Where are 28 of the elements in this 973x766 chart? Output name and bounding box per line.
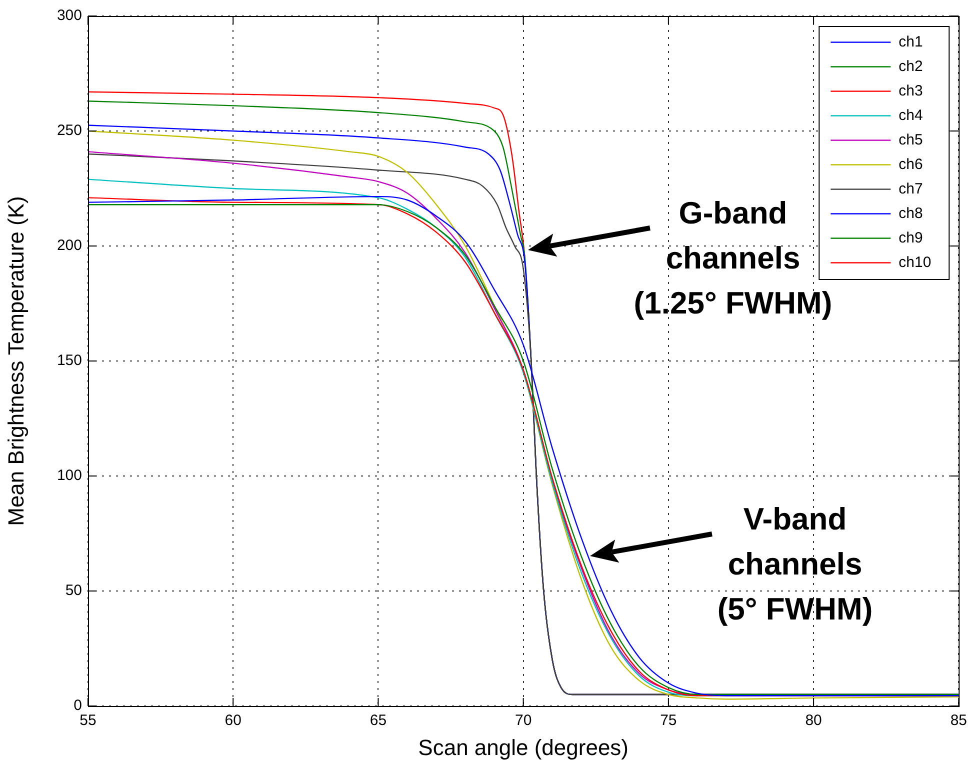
y-tick-label: 150 bbox=[56, 352, 82, 370]
x-tick-label: 85 bbox=[950, 712, 967, 730]
x-tick-label: 75 bbox=[660, 712, 677, 730]
annotation: G-band channels (1.25° FWHM) bbox=[634, 196, 832, 321]
legend-label: ch10 bbox=[898, 254, 932, 271]
x-tick-label: 70 bbox=[514, 712, 532, 730]
x-tick-label: 65 bbox=[370, 712, 387, 730]
y-axis-title: Mean Brightness Temperature (K) bbox=[3, 196, 28, 526]
x-axis-title: Scan angle (degrees) bbox=[418, 734, 629, 760]
y-tick-label: 100 bbox=[56, 467, 82, 484]
annotation: V-band channels (5° FWHM) bbox=[717, 502, 873, 627]
x-tick-label: 80 bbox=[805, 712, 822, 730]
x-tick-label: 60 bbox=[224, 712, 242, 730]
y-tick-label: 50 bbox=[65, 582, 82, 600]
y-tick-label: 300 bbox=[56, 7, 82, 24]
legend-label: ch5 bbox=[898, 131, 923, 148]
x-tick-label: 55 bbox=[80, 712, 96, 730]
legend-label: ch9 bbox=[898, 229, 923, 246]
y-tick-label: 0 bbox=[74, 697, 82, 714]
y-tick-label: 200 bbox=[56, 237, 82, 254]
legend-label: ch1 bbox=[898, 33, 923, 50]
y-tick-label: 250 bbox=[56, 122, 82, 140]
legend-label: ch8 bbox=[898, 204, 923, 222]
legend-label: ch6 bbox=[898, 156, 923, 173]
legend-label: ch7 bbox=[898, 180, 923, 198]
legend-label: ch4 bbox=[898, 106, 923, 124]
legend-label: ch3 bbox=[898, 82, 923, 100]
legend-label: ch2 bbox=[898, 58, 923, 75]
